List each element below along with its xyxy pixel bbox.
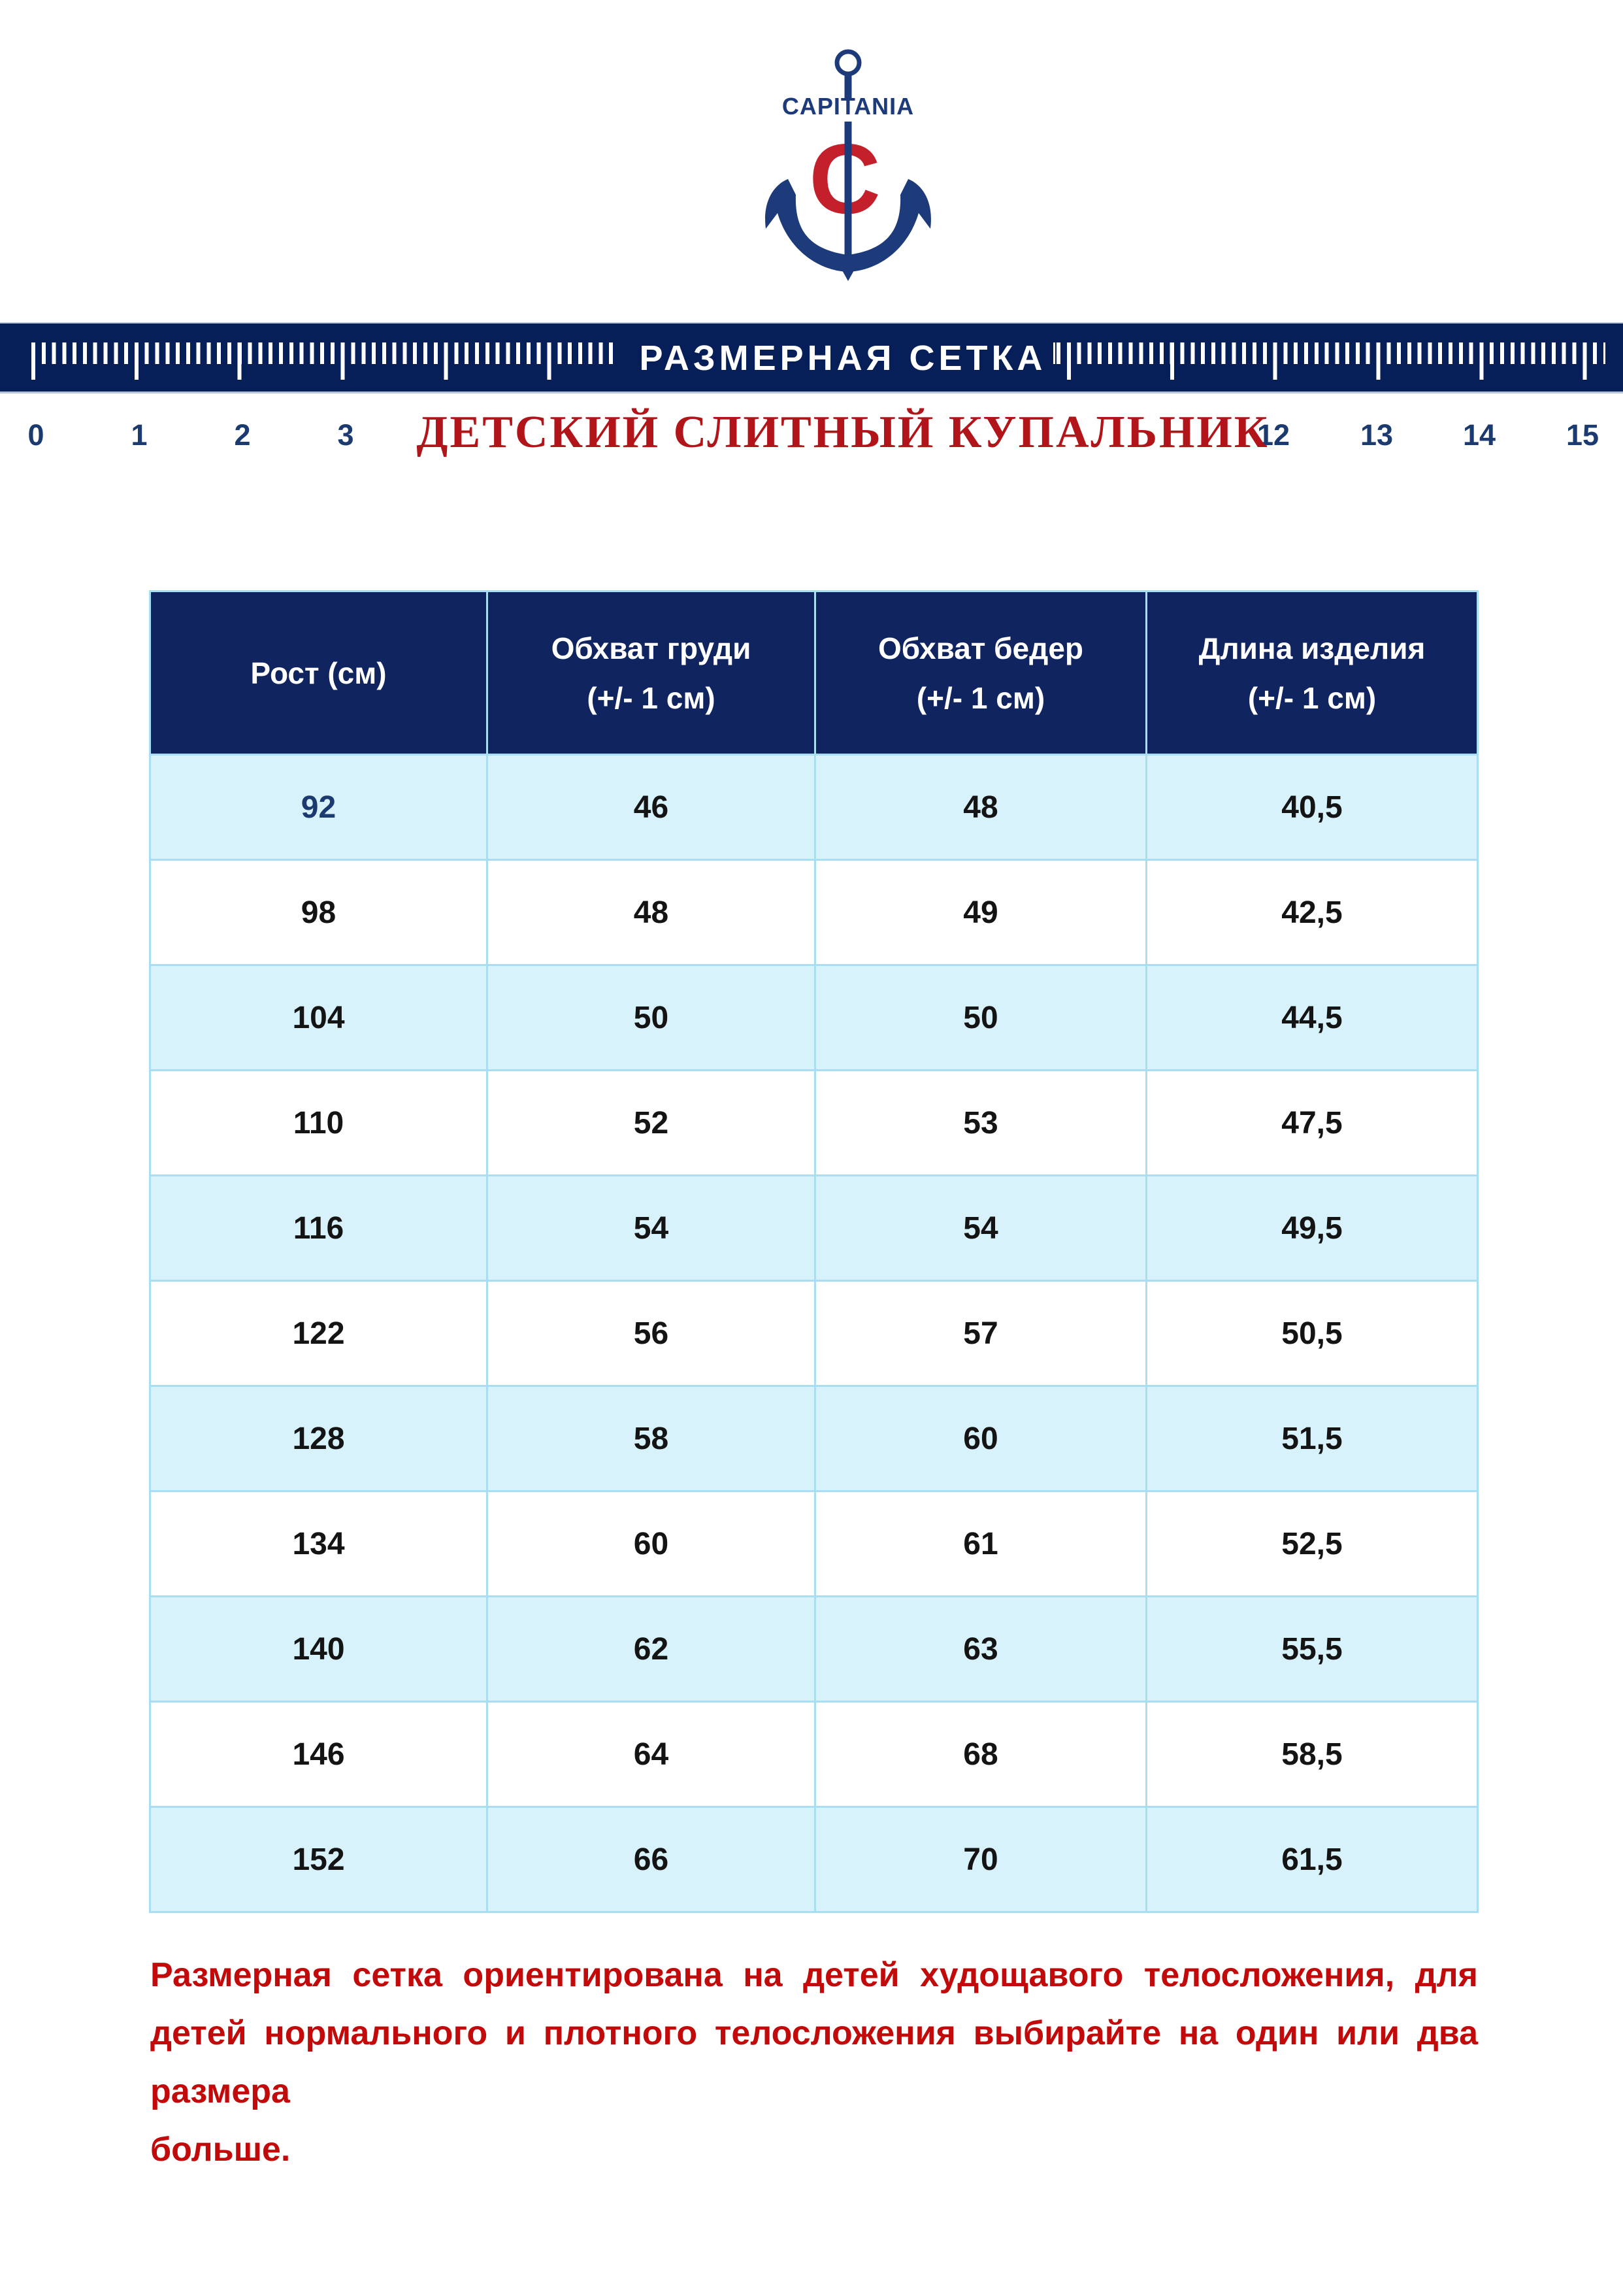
cell-height: 128 — [149, 1385, 488, 1492]
ruler-number: 1 — [131, 418, 148, 452]
ruler-ticks-right — [1053, 342, 1605, 380]
size-table-row: 110 52 53 47,5 — [149, 1069, 1479, 1176]
size-table-row: 116 54 54 49,5 — [149, 1174, 1479, 1282]
cell-chest: 46 — [486, 754, 816, 861]
ruler-ticks-left — [31, 342, 617, 380]
cell-length: 44,5 — [1145, 964, 1479, 1071]
cell-height: 98 — [149, 859, 488, 966]
cell-height: 122 — [149, 1280, 488, 1387]
cell-chest: 48 — [486, 859, 816, 966]
cell-hips: 63 — [814, 1595, 1147, 1703]
footnote-line: Размерная сетка ориентирована на детей х… — [150, 1956, 1478, 1994]
cell-chest: 60 — [486, 1490, 816, 1597]
cell-hips: 61 — [814, 1490, 1147, 1597]
size-table-header-cell: Обхват бедер (+/- 1 см) — [814, 590, 1147, 756]
cell-height: 92 — [149, 754, 488, 861]
anchor-ring-icon — [834, 49, 862, 76]
cell-length: 55,5 — [1145, 1595, 1479, 1703]
cell-height: 116 — [149, 1174, 488, 1282]
size-table-row: 152 66 70 61,5 — [149, 1806, 1479, 1913]
cell-height: 140 — [149, 1595, 488, 1703]
size-table-row: 98 48 49 42,5 — [149, 859, 1479, 966]
ruler-band-title: РАЗМЕРНАЯ СЕТКА — [639, 339, 1047, 378]
cell-chest: 50 — [486, 964, 816, 1071]
product-title: ДЕТСКИЙ СЛИТНЫЙ КУПАЛЬНИК — [416, 407, 1270, 458]
size-table-row: 92 46 48 40,5 — [149, 754, 1479, 861]
ruler-number: 2 — [234, 418, 251, 452]
cell-hips: 60 — [814, 1385, 1147, 1492]
cell-height: 146 — [149, 1701, 488, 1808]
cell-length: 49,5 — [1145, 1174, 1479, 1282]
size-table-head: Рост (см) Обхват груди (+/- 1 см) Обхват… — [149, 590, 1479, 756]
brand-name: CAPITANIA — [782, 93, 914, 120]
size-table-row: 122 56 57 50,5 — [149, 1280, 1479, 1387]
size-table: Рост (см) Обхват груди (+/- 1 см) Обхват… — [149, 590, 1479, 1913]
cell-hips: 53 — [814, 1069, 1147, 1176]
cell-chest: 64 — [486, 1701, 816, 1808]
cell-chest: 58 — [486, 1385, 816, 1492]
size-table-row: 104 50 50 44,5 — [149, 964, 1479, 1071]
cell-length: 50,5 — [1145, 1280, 1479, 1387]
anchor-crown-tip-icon — [836, 259, 861, 281]
ruler-major-ticks — [1053, 342, 1605, 380]
cell-chest: 62 — [486, 1595, 816, 1703]
cell-height: 110 — [149, 1069, 488, 1176]
footnote-line: детей нормального и плотного телосложени… — [150, 2014, 1478, 2110]
cell-height: 104 — [149, 964, 488, 1071]
ruler-major-ticks — [31, 342, 617, 380]
cell-hips: 50 — [814, 964, 1147, 1071]
cell-hips: 49 — [814, 859, 1147, 966]
cell-length: 52,5 — [1145, 1490, 1479, 1597]
cell-hips: 54 — [814, 1174, 1147, 1282]
cell-hips: 57 — [814, 1280, 1147, 1387]
size-table-header-cell: Рост (см) — [149, 590, 488, 756]
cell-chest: 54 — [486, 1174, 816, 1282]
size-table-header-cell: Длина изделия (+/- 1 см) — [1145, 590, 1479, 756]
ruler-number: 15 — [1566, 418, 1599, 452]
ruler-number: 13 — [1360, 418, 1394, 452]
anchor-arm-right-icon — [848, 179, 931, 272]
size-table-row: 146 64 68 58,5 — [149, 1701, 1479, 1808]
cell-chest: 56 — [486, 1280, 816, 1387]
ruler-number: 3 — [337, 418, 354, 452]
cell-length: 40,5 — [1145, 754, 1479, 861]
anchor-shaft-icon — [844, 122, 852, 270]
size-table-body: 92 46 48 40,5 98 48 49 42,5 104 50 50 44… — [149, 754, 1479, 1913]
ruler-number: 0 — [27, 418, 44, 452]
size-table-header-cell: Обхват груди (+/- 1 см) — [486, 590, 816, 756]
cell-length: 47,5 — [1145, 1069, 1479, 1176]
ruler-number: 14 — [1462, 418, 1496, 452]
footnote-line: больше. — [150, 2131, 291, 2169]
ruler-numbers: 0 1 2 3 12 13 14 15 — [0, 418, 1623, 460]
cell-hips: 70 — [814, 1806, 1147, 1913]
ruler-band: РАЗМЕРНАЯ СЕТКА — [0, 322, 1623, 393]
size-table-row: 128 58 60 51,5 — [149, 1385, 1479, 1492]
cell-length: 42,5 — [1145, 859, 1479, 966]
cell-length: 58,5 — [1145, 1701, 1479, 1808]
brand-logo: CAPITANIA C — [765, 49, 931, 281]
anchor-stock-icon — [844, 75, 852, 98]
anchor-arm-left-icon — [765, 179, 848, 272]
size-table-row: 134 60 61 52,5 — [149, 1490, 1479, 1597]
ruler-number: 12 — [1256, 418, 1290, 452]
cell-height: 152 — [149, 1806, 488, 1913]
cell-hips: 68 — [814, 1701, 1147, 1808]
cell-length: 61,5 — [1145, 1806, 1479, 1913]
size-table-row: 140 62 63 55,5 — [149, 1595, 1479, 1703]
cell-length: 51,5 — [1145, 1385, 1479, 1492]
cell-chest: 52 — [486, 1069, 816, 1176]
cell-hips: 48 — [814, 754, 1147, 861]
cell-height: 134 — [149, 1490, 488, 1597]
footnote: Размерная сетка ориентирована на детей х… — [150, 1946, 1478, 2179]
size-table-header-row: Рост (см) Обхват груди (+/- 1 см) Обхват… — [149, 590, 1479, 756]
cell-chest: 66 — [486, 1806, 816, 1913]
